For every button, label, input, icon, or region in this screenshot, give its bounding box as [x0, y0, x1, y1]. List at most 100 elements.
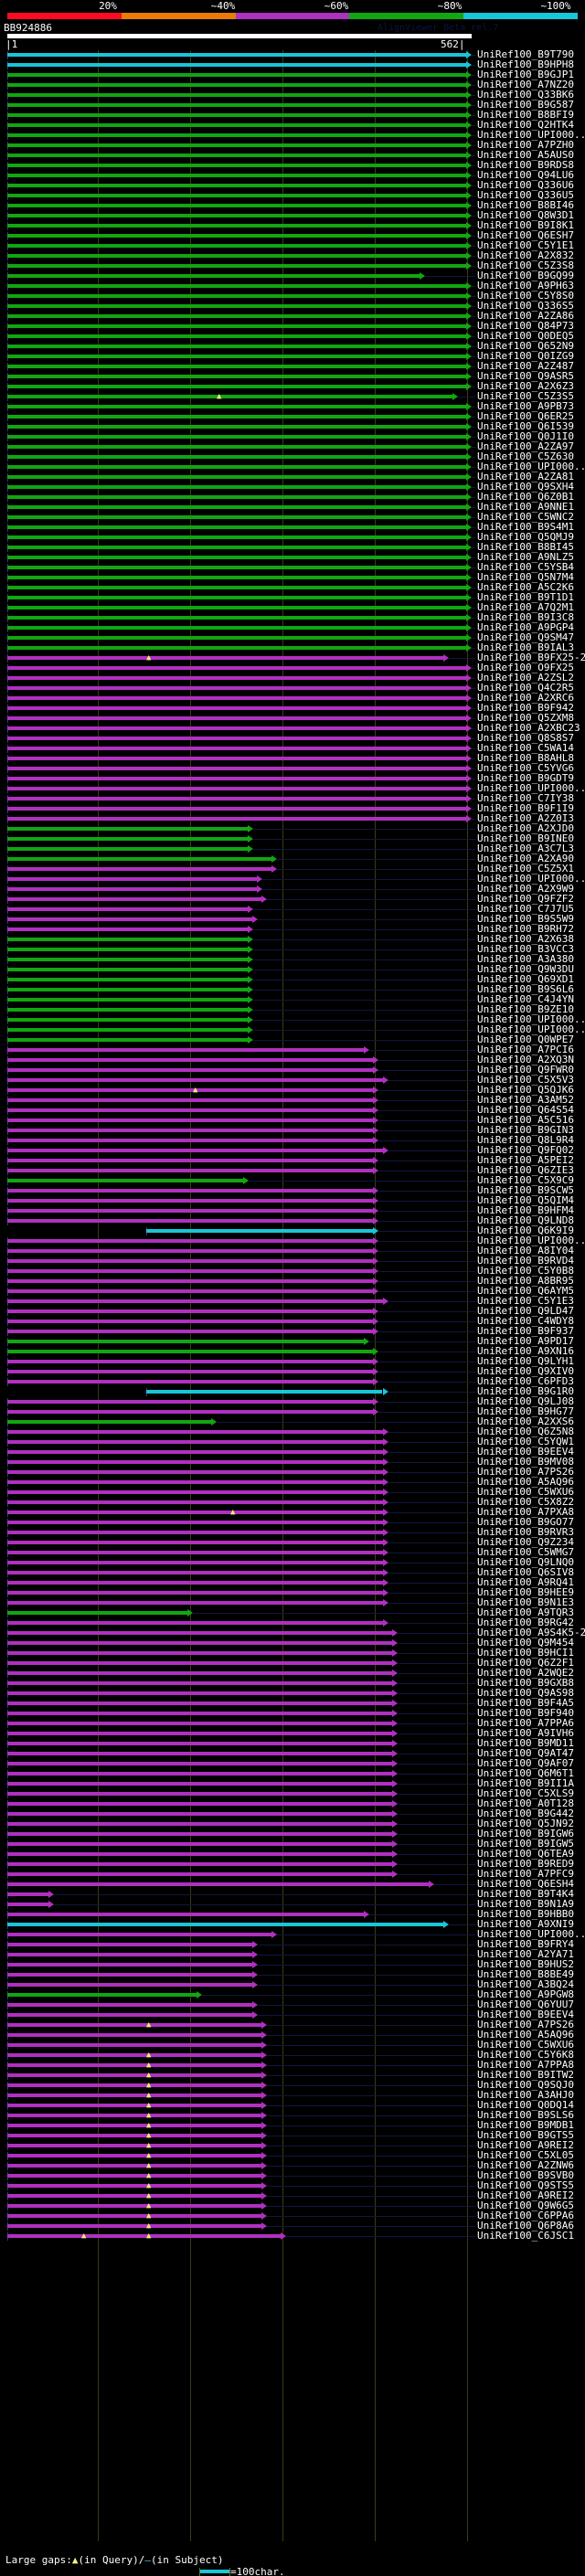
- alignment-row[interactable]: UniRef100_C5WXU6: [0, 1487, 585, 1498]
- alignment-row[interactable]: UniRef100_Q5JN92: [0, 1818, 585, 1829]
- hsp-bar[interactable]: [7, 1038, 248, 1042]
- hsp-bar[interactable]: [7, 1430, 383, 1434]
- alignment-row[interactable]: ▲ UniRef100_B9SLS6: [0, 2110, 585, 2121]
- hsp-bar[interactable]: [7, 1521, 383, 1524]
- hsp-bar[interactable]: [7, 1872, 392, 1876]
- hsp-bar[interactable]: [7, 1661, 392, 1665]
- alignment-row[interactable]: UniRef100_Q2HTK4: [0, 120, 585, 131]
- alignment-row[interactable]: UniRef100_B9RVR3: [0, 1527, 585, 1538]
- alignment-row[interactable]: UniRef100_A9PD17: [0, 1336, 585, 1347]
- hit-label[interactable]: UniRef100_C6PFD3: [477, 1375, 574, 1387]
- alignment-row[interactable]: UniRef100_B9G442: [0, 1808, 585, 1819]
- alignment-row[interactable]: ▲ UniRef100_Q9SQJ0: [0, 2079, 585, 2091]
- hit-label[interactable]: UniRef100_B9MV08: [477, 1456, 574, 1468]
- hsp-bar[interactable]: [7, 2134, 261, 2137]
- alignment-row[interactable]: UniRef100_A2XXS6: [0, 1416, 585, 1427]
- hit-label[interactable]: UniRef100_A0T128: [477, 1797, 574, 1809]
- alignment-row[interactable]: UniRef100_Q9LD47: [0, 1306, 585, 1317]
- alignment-row[interactable]: UniRef100_A5AUS0: [0, 150, 585, 161]
- hsp-bar[interactable]: [7, 425, 466, 429]
- hit-label[interactable]: UniRef100_B9MDB1: [477, 2119, 574, 2131]
- hit-label[interactable]: UniRef100_B9GXB8: [477, 1677, 574, 1689]
- hsp-bar[interactable]: [7, 1460, 383, 1464]
- hsp-bar[interactable]: [7, 968, 248, 971]
- hsp-bar[interactable]: [7, 1712, 392, 1715]
- alignment-row[interactable]: UniRef100_Q6TEA9: [0, 1849, 585, 1860]
- hsp-bar[interactable]: [7, 1822, 392, 1826]
- hit-label[interactable]: UniRef100_A7PXA8: [477, 1506, 574, 1518]
- alignment-row[interactable]: UniRef100_Q6ESH7: [0, 230, 585, 241]
- hsp-bar[interactable]: [7, 2104, 261, 2107]
- alignment-row[interactable]: UniRef100_A2XQ3N: [0, 1055, 585, 1065]
- hit-label[interactable]: UniRef100_Q9FZF2: [477, 893, 574, 905]
- alignment-row[interactable]: ▲ UniRef100_C5Z3S5: [0, 391, 585, 402]
- alignment-row[interactable]: UniRef100_B9HG77: [0, 1406, 585, 1417]
- hit-label[interactable]: UniRef100_A2XJD0: [477, 822, 574, 834]
- hsp-bar[interactable]: [7, 1309, 373, 1313]
- alignment-row[interactable]: UniRef100_B9INE0: [0, 833, 585, 844]
- hsp-bar[interactable]: [7, 2204, 261, 2208]
- hit-label[interactable]: UniRef100_B9S6L6: [477, 983, 574, 995]
- hit-label[interactable]: UniRef100_B9SVB0: [477, 2169, 574, 2181]
- alignment-row[interactable]: UniRef100_A8BR95: [0, 1276, 585, 1287]
- alignment-row[interactable]: UniRef100_Q6ESH4: [0, 1879, 585, 1890]
- alignment-row[interactable]: UniRef100_Q336U6: [0, 180, 585, 191]
- alignment-row[interactable]: UniRef100_A2XBC23: [0, 723, 585, 734]
- hit-label[interactable]: UniRef100_A7Q2M1: [477, 601, 574, 613]
- alignment-row[interactable]: UniRef100_C5X5V3: [0, 1075, 585, 1086]
- hsp-bar[interactable]: [7, 1279, 373, 1283]
- hsp-bar[interactable]: [7, 556, 466, 559]
- hit-label[interactable]: UniRef100_A2Z487: [477, 360, 574, 372]
- hsp-bar[interactable]: [7, 1320, 373, 1323]
- hit-label[interactable]: UniRef100_B9F940: [477, 1707, 574, 1719]
- hit-label[interactable]: UniRef100_Q4C2R5: [477, 682, 574, 694]
- hit-label[interactable]: UniRef100_Q9SQJ0: [477, 2079, 574, 2091]
- hsp-bar[interactable]: [7, 1852, 392, 1856]
- hsp-bar[interactable]: [7, 365, 466, 368]
- hsp-bar[interactable]: [7, 938, 248, 941]
- alignment-row[interactable]: UniRef100_B9F1I9: [0, 803, 585, 814]
- hsp-bar[interactable]: [7, 324, 466, 328]
- alignment-row[interactable]: UniRef100_Q6Z5N8: [0, 1426, 585, 1437]
- hsp-bar[interactable]: [7, 1350, 373, 1353]
- alignment-row[interactable]: UniRef100_A5C2K6: [0, 582, 585, 593]
- alignment-row[interactable]: UniRef100_Q9LND8: [0, 1215, 585, 1226]
- alignment-row[interactable]: UniRef100_Q0WPE7: [0, 1034, 585, 1045]
- hsp-bar[interactable]: [7, 334, 466, 338]
- hit-label[interactable]: UniRef100_B9HFM4: [477, 1204, 574, 1216]
- alignment-row[interactable]: ▲ UniRef100_A2ZNW6: [0, 2160, 585, 2171]
- alignment-row[interactable]: UniRef100_Q6M6T1: [0, 1768, 585, 1779]
- alignment-row[interactable]: UniRef100_B9II1A: [0, 1778, 585, 1789]
- alignment-row[interactable]: UniRef100_C5Y8S0: [0, 290, 585, 302]
- hsp-bar[interactable]: [7, 1269, 373, 1273]
- hit-label[interactable]: UniRef100_Q8L9R4: [477, 1134, 574, 1146]
- alignment-row[interactable]: UniRef100_C5WNC2: [0, 512, 585, 523]
- alignment-row[interactable]: UniRef100_B9GQ99: [0, 270, 585, 281]
- hit-label[interactable]: UniRef100_C5Y8S0: [477, 290, 574, 302]
- hsp-bar[interactable]: [7, 2073, 261, 2077]
- alignment-row[interactable]: UniRef100_C4WDY8: [0, 1316, 585, 1327]
- alignment-row[interactable]: UniRef100_C5Y0B8: [0, 1266, 585, 1277]
- hsp-bar[interactable]: [7, 907, 248, 911]
- hit-label[interactable]: UniRef100_B9G587: [477, 99, 574, 111]
- alignment-row[interactable]: UniRef100_A9NLZ5: [0, 552, 585, 563]
- hit-label[interactable]: UniRef100_A5AQ96: [477, 2029, 574, 2041]
- hit-label[interactable]: UniRef100_Q9LNQ0: [477, 1556, 574, 1568]
- hsp-bar[interactable]: [7, 867, 271, 871]
- hsp-bar[interactable]: [7, 1631, 392, 1635]
- hit-label[interactable]: UniRef100_B9HBB0: [477, 1908, 574, 1920]
- hsp-bar[interactable]: [7, 345, 466, 348]
- hit-label[interactable]: UniRef100_B9RVD4: [477, 1255, 574, 1267]
- hit-label[interactable]: UniRef100_Q336U5: [477, 189, 574, 201]
- hsp-bar[interactable]: [7, 1129, 373, 1132]
- hit-label[interactable]: UniRef100_Q0J1I0: [477, 430, 574, 442]
- alignment-row[interactable]: ▲ UniRef100_C6PPA6: [0, 2210, 585, 2221]
- hit-label[interactable]: UniRef100_Q9STS5: [477, 2179, 574, 2191]
- hsp-bar[interactable]: [7, 1511, 383, 1514]
- alignment-row[interactable]: UniRef100_B9EEV4: [0, 2009, 585, 2020]
- alignment-row[interactable]: ▲ UniRef100_B9MDB1: [0, 2119, 585, 2131]
- hsp-bar[interactable]: [7, 1681, 392, 1685]
- alignment-row[interactable]: UniRef100_Q5QMJ9: [0, 532, 585, 543]
- alignment-row[interactable]: UniRef100_C5YSB4: [0, 562, 585, 573]
- hsp-bar[interactable]: [7, 1621, 383, 1625]
